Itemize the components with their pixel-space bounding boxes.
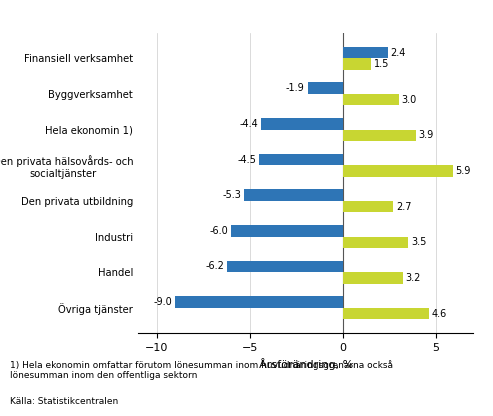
Bar — [343, 58, 371, 69]
Text: -1.9: -1.9 — [286, 83, 305, 93]
Bar — [343, 165, 453, 177]
Bar — [343, 47, 387, 58]
Text: -6.0: -6.0 — [210, 226, 228, 236]
Text: Källa: Statistikcentralen: Källa: Statistikcentralen — [10, 397, 118, 406]
Text: 3.5: 3.5 — [411, 237, 426, 247]
Text: 3.0: 3.0 — [402, 94, 417, 104]
Bar — [343, 272, 402, 284]
Text: -4.5: -4.5 — [238, 154, 256, 164]
Bar — [308, 82, 343, 94]
Text: -4.4: -4.4 — [240, 119, 258, 129]
Text: -6.2: -6.2 — [206, 262, 225, 272]
Text: 5.9: 5.9 — [456, 166, 471, 176]
Text: -5.3: -5.3 — [222, 190, 242, 200]
Text: 4.6: 4.6 — [431, 309, 447, 319]
Text: -9.0: -9.0 — [154, 297, 173, 307]
X-axis label: Årsförändring, %: Årsförändring, % — [258, 358, 353, 370]
Bar — [227, 261, 343, 272]
Bar — [343, 308, 428, 319]
Bar — [343, 94, 399, 105]
Bar — [261, 118, 343, 129]
Bar — [343, 237, 408, 248]
Bar — [259, 154, 343, 165]
Bar — [231, 225, 343, 237]
Text: 2.4: 2.4 — [390, 47, 406, 57]
Bar — [244, 189, 343, 201]
Text: 1) Hela ekonomin omfattar förutom lönesumman inom huvudnäringsgrenarna också
lön: 1) Hela ekonomin omfattar förutom lönesu… — [10, 360, 393, 380]
Text: 1.5: 1.5 — [374, 59, 389, 69]
Bar — [343, 201, 393, 212]
Text: 3.9: 3.9 — [419, 130, 433, 140]
Text: 2.7: 2.7 — [396, 202, 412, 212]
Text: 3.2: 3.2 — [405, 273, 421, 283]
Bar — [176, 297, 343, 308]
Bar — [343, 129, 416, 141]
